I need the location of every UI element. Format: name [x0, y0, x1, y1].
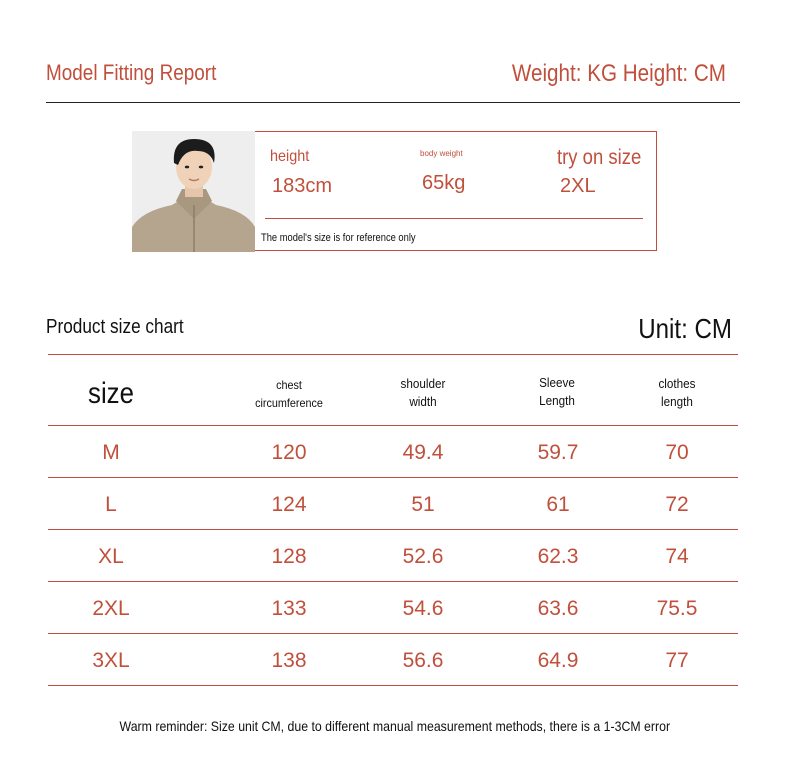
header-chest-line2: circumference [255, 396, 323, 410]
cell-sleeve: 64.9 [537, 649, 579, 672]
cell-size: M [102, 441, 120, 464]
cell-shoulder: 49.4 [402, 441, 444, 464]
model-portrait-image [132, 131, 255, 252]
report-title: Model Fitting Report [46, 60, 217, 85]
cell-chest: 133 [271, 597, 307, 620]
header-size: size [88, 377, 134, 410]
header-shoulder: shoulder width [369, 375, 477, 411]
cell-length: 75.5 [656, 597, 698, 620]
header-sleeve-line2: Length [539, 393, 575, 408]
table-rule-header [48, 425, 738, 426]
weight-label: body weight [420, 149, 463, 158]
cell-size: XL [98, 545, 124, 568]
cell-sleeve: 63.6 [537, 597, 579, 620]
weight-value: 65kg [422, 172, 466, 194]
table-rule [48, 581, 738, 582]
try-on-size-value: 2XL [560, 175, 596, 197]
header-length: clothes length [623, 375, 731, 411]
warm-reminder-text: Warm reminder: Size unit CM, due to diff… [119, 718, 671, 734]
cell-shoulder: 51 [411, 493, 435, 516]
header-chest: chest circumference [235, 376, 343, 412]
height-label: height [270, 148, 310, 165]
header-shoulder-line1: shoulder [400, 376, 446, 391]
cell-chest: 128 [271, 545, 307, 568]
header-length-line1: clothes [658, 376, 696, 391]
try-on-size-label: try on size [557, 146, 642, 169]
height-value: 183cm [272, 175, 333, 197]
cell-chest: 124 [271, 493, 307, 516]
cell-sleeve: 61 [546, 493, 570, 516]
units-heading: Weight: KG Height: CM [511, 60, 726, 87]
cell-sleeve: 62.3 [537, 545, 579, 568]
cell-shoulder: 52.6 [402, 545, 444, 568]
cell-chest: 138 [271, 649, 307, 672]
cell-chest: 120 [271, 441, 307, 464]
model-card-divider [265, 218, 643, 219]
cell-shoulder: 56.6 [402, 649, 444, 672]
header-sleeve: Sleeve Length [503, 374, 611, 410]
cell-size: 3XL [92, 649, 130, 672]
header-divider [46, 102, 740, 103]
cell-length: 77 [665, 649, 689, 672]
table-rule [48, 529, 738, 530]
cell-sleeve: 59.7 [537, 441, 579, 464]
cell-size: L [105, 493, 117, 516]
size-chart-title: Product size chart [46, 316, 184, 338]
model-photo [132, 131, 255, 252]
table-rule-top [48, 354, 738, 355]
table-rule-bottom [48, 685, 738, 686]
warm-reminder-note: Warm reminder: Size unit CM, due to diff… [0, 718, 790, 734]
size-chart-unit: Unit: CM [638, 313, 732, 344]
table-rule [48, 477, 738, 478]
header-sleeve-line1: Sleeve [539, 375, 575, 390]
table-rule [48, 633, 738, 634]
header-length-line2: length [661, 394, 693, 409]
header-shoulder-line2: width [409, 394, 437, 409]
cell-shoulder: 54.6 [402, 597, 444, 620]
cell-length: 74 [665, 545, 689, 568]
cell-size: 2XL [92, 597, 130, 620]
header-chest-line1: chest [276, 378, 302, 392]
model-reference-note: The model's size is for reference only [261, 232, 416, 244]
cell-length: 72 [665, 493, 689, 516]
cell-length: 70 [665, 441, 689, 464]
